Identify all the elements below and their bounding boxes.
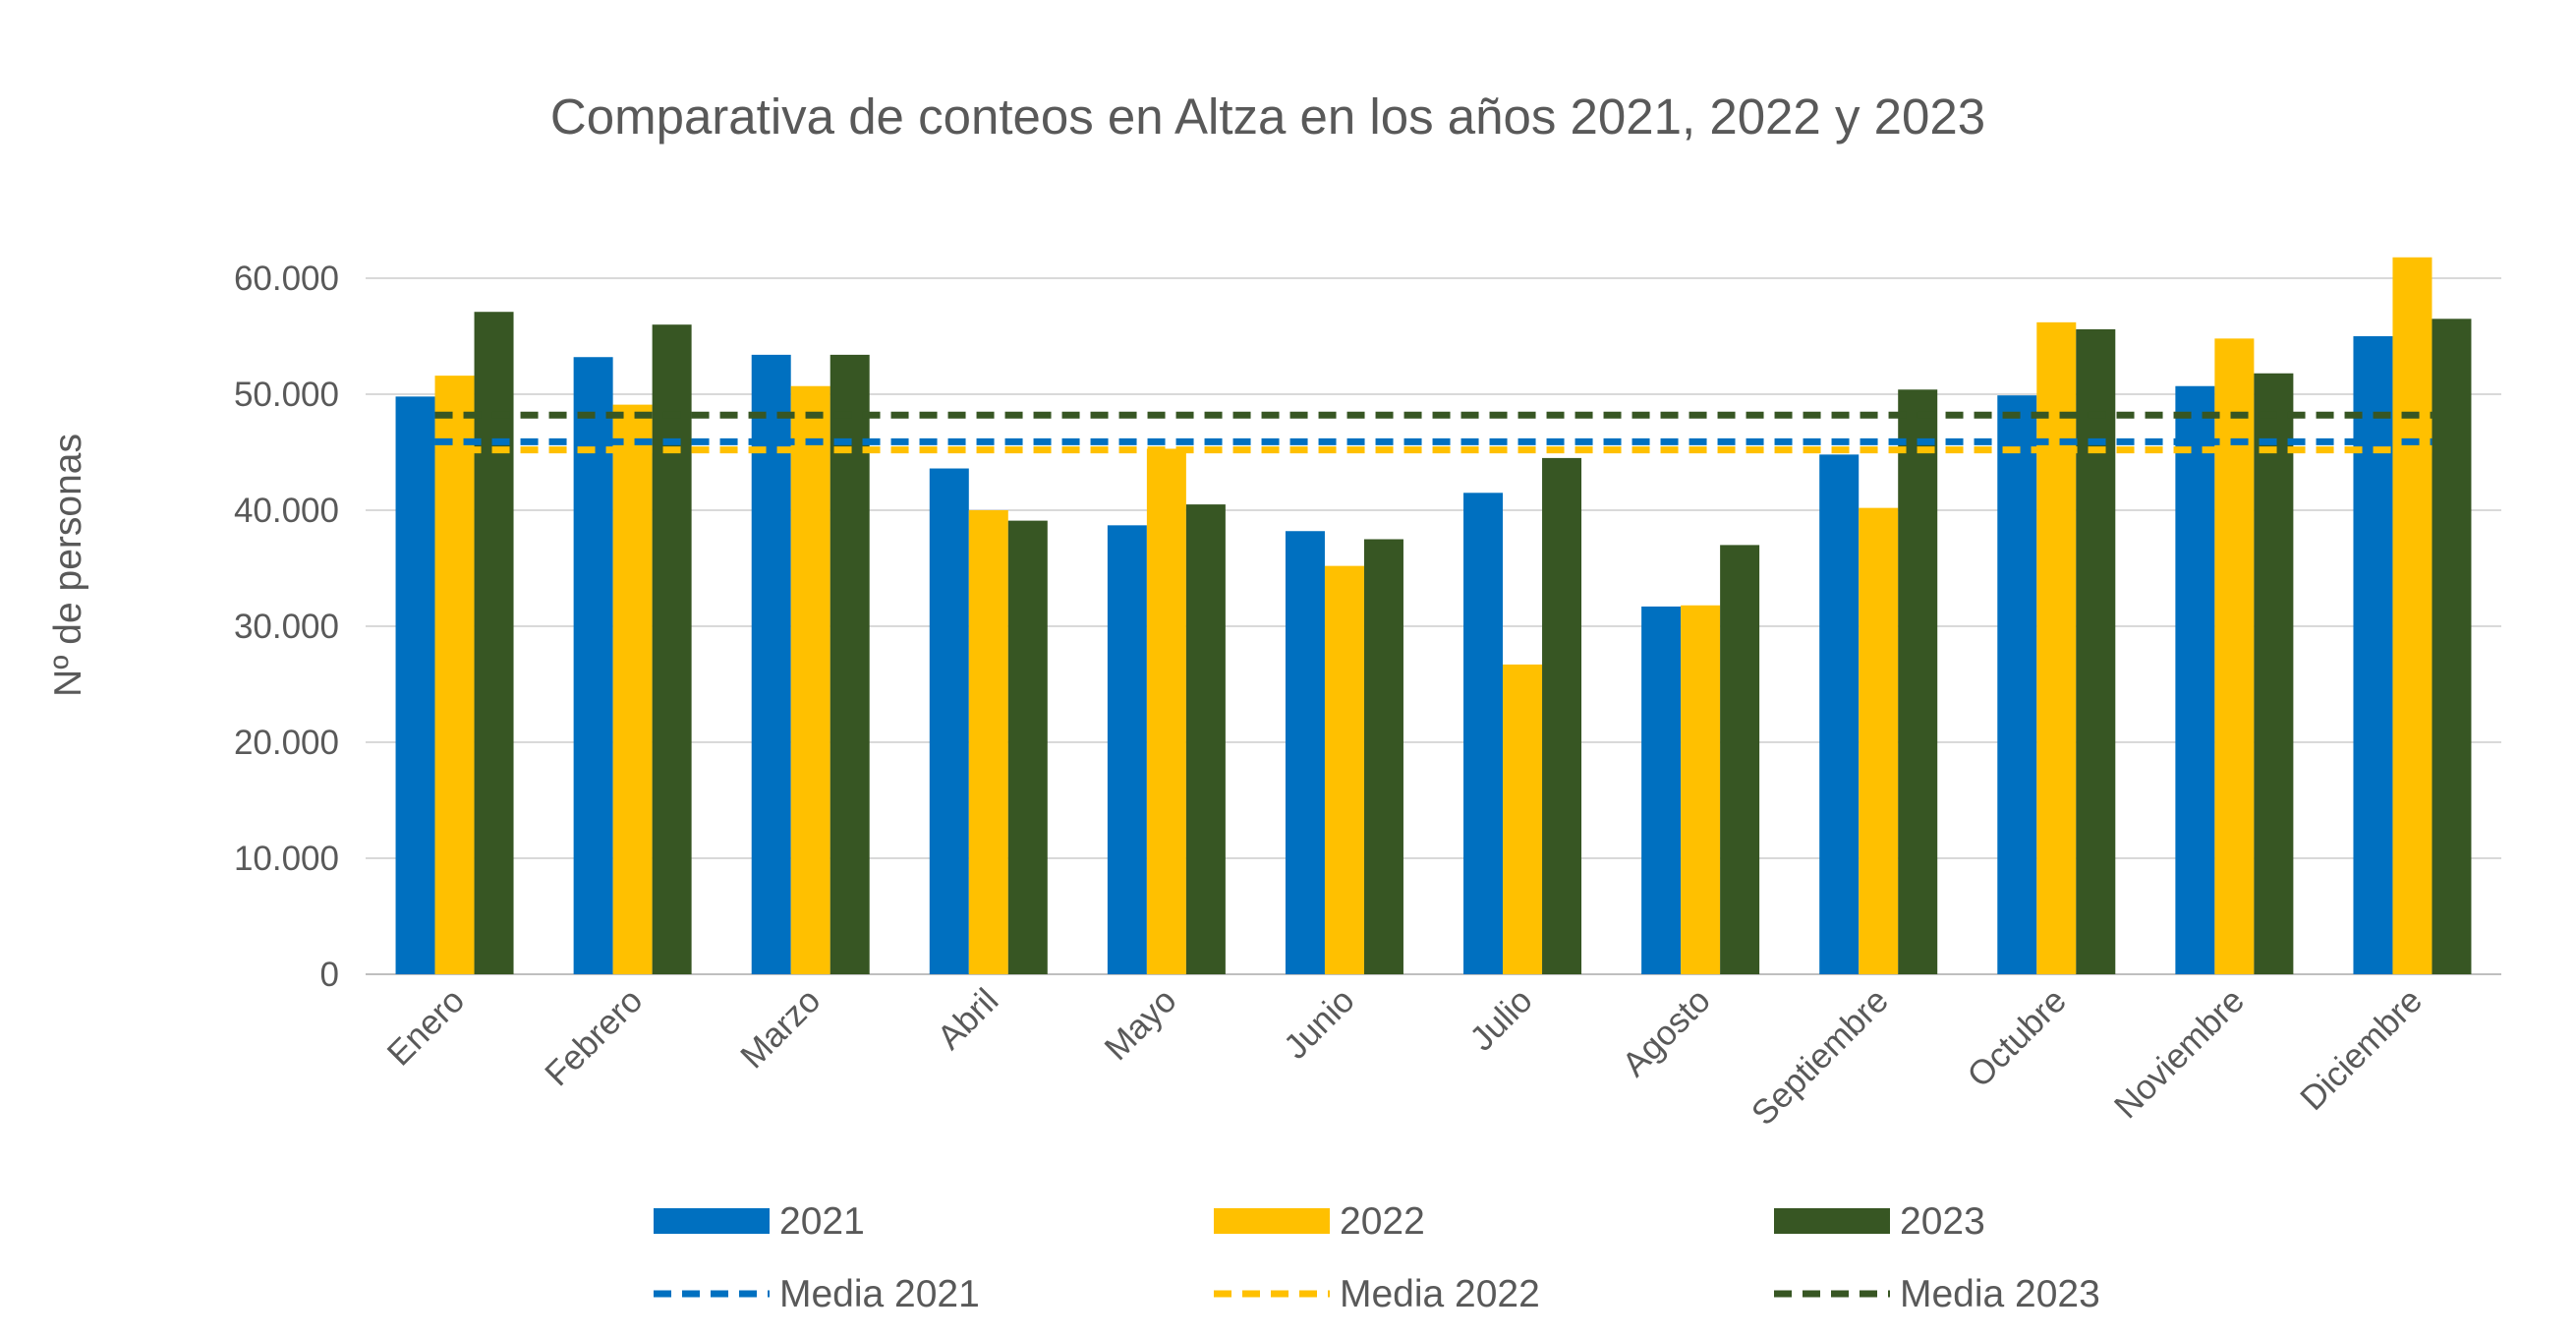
x-tick-label: Febrero	[538, 981, 650, 1093]
x-tick-label: Julio	[1462, 981, 1539, 1058]
bar-2021-julio	[1463, 493, 1504, 974]
reference-lines	[434, 411, 2433, 454]
bar-2022-noviembre	[2214, 338, 2255, 974]
bar-2023-septiembre	[1898, 389, 1938, 974]
bar-2022-julio	[1503, 664, 1543, 974]
bar-2022-junio	[1324, 565, 1364, 974]
x-tick-label: Noviembre	[2107, 981, 2252, 1126]
bar-2023-diciembre	[2432, 319, 2472, 974]
bar-2023-febrero	[652, 324, 692, 974]
legend-swatch-2023	[1774, 1208, 1890, 1234]
y-tick-label: 0	[320, 956, 339, 994]
bar-2022-octubre	[2036, 321, 2077, 975]
y-tick-label: 50.000	[234, 376, 339, 414]
gridlines	[366, 277, 2501, 975]
bar-2023-enero	[474, 312, 514, 975]
bar-2023-agosto	[1720, 545, 1760, 974]
y-tick-label: 60.000	[234, 260, 339, 298]
bar-2023-mayo	[1185, 504, 1226, 974]
bar-2021-enero	[395, 396, 435, 974]
bar-2021-febrero	[573, 357, 613, 974]
bar-2022-abril	[968, 510, 1008, 974]
x-tick-label: Marzo	[733, 981, 828, 1076]
y-axis-title: Nº de personas	[47, 434, 89, 697]
legend-label-mean-2023: Media 2023	[1900, 1273, 2100, 1315]
chart-title: Comparativa de conteos en Altza en los a…	[550, 88, 1985, 145]
y-tick-label: 20.000	[234, 724, 339, 762]
bar-2021-mayo	[1107, 525, 1147, 974]
bar-2023-julio	[1542, 457, 1582, 974]
y-tick-label: 10.000	[234, 840, 339, 878]
y-tick-labels: 0 10.000 20.000 30.000 40.000 50.000 60.000	[234, 260, 339, 994]
x-tick-label: Enero	[380, 981, 473, 1074]
x-tick-label: Abril	[930, 981, 1005, 1057]
bar-2023-noviembre	[2254, 373, 2294, 974]
bar-2022-marzo	[790, 385, 830, 974]
bar-2022-febrero	[612, 404, 653, 974]
legend-swatch-2021	[654, 1208, 770, 1234]
bar-2021-junio	[1285, 531, 1325, 974]
bar-2022-enero	[434, 376, 475, 974]
bar-2021-marzo	[751, 354, 791, 974]
legend-label-mean-2022: Media 2022	[1340, 1273, 1540, 1315]
bar-2021-agosto	[1641, 606, 1682, 974]
bar-2023-junio	[1363, 539, 1403, 974]
x-tick-label: Junio	[1277, 981, 1362, 1067]
legend-label-mean-2021: Media 2021	[779, 1273, 980, 1315]
y-tick-label: 30.000	[234, 608, 339, 646]
legend-label-2021: 2021	[779, 1200, 865, 1243]
x-tick-label: Diciembre	[2293, 981, 2430, 1118]
x-tick-label: Agosto	[1615, 981, 1718, 1084]
bar-2023-abril	[1007, 520, 1048, 974]
bar-2022-mayo	[1146, 448, 1186, 975]
bar-2021-abril	[929, 468, 969, 974]
bars	[395, 257, 2472, 975]
bar-2022-diciembre	[2392, 257, 2433, 974]
bar-2021-septiembre	[1819, 454, 1860, 974]
bar-2021-diciembre	[2353, 336, 2393, 974]
legend-label-2023: 2023	[1900, 1200, 1985, 1243]
bar-2021-noviembre	[2175, 385, 2215, 974]
bar-2023-octubre	[2076, 328, 2116, 974]
x-tick-label: Mayo	[1097, 981, 1183, 1068]
y-tick-label: 40.000	[234, 492, 339, 530]
x-tick-labels: Enero Febrero Marzo Abril Mayo Junio Julio Agos…	[380, 981, 2431, 1133]
legend: 2021 2022 2023 Media 2021 Media 2022 Media 20…	[654, 1200, 2100, 1315]
legend-swatch-2022	[1214, 1208, 1330, 1234]
x-tick-label: Septiembre	[1745, 981, 1896, 1133]
legend-label-2022: 2022	[1340, 1200, 1425, 1243]
x-tick-label: Octubre	[1960, 981, 2074, 1095]
bar-2023-marzo	[830, 354, 870, 974]
bar-2022-septiembre	[1859, 507, 1899, 974]
bar-2022-agosto	[1681, 605, 1721, 974]
bar-2021-octubre	[1997, 395, 2037, 974]
